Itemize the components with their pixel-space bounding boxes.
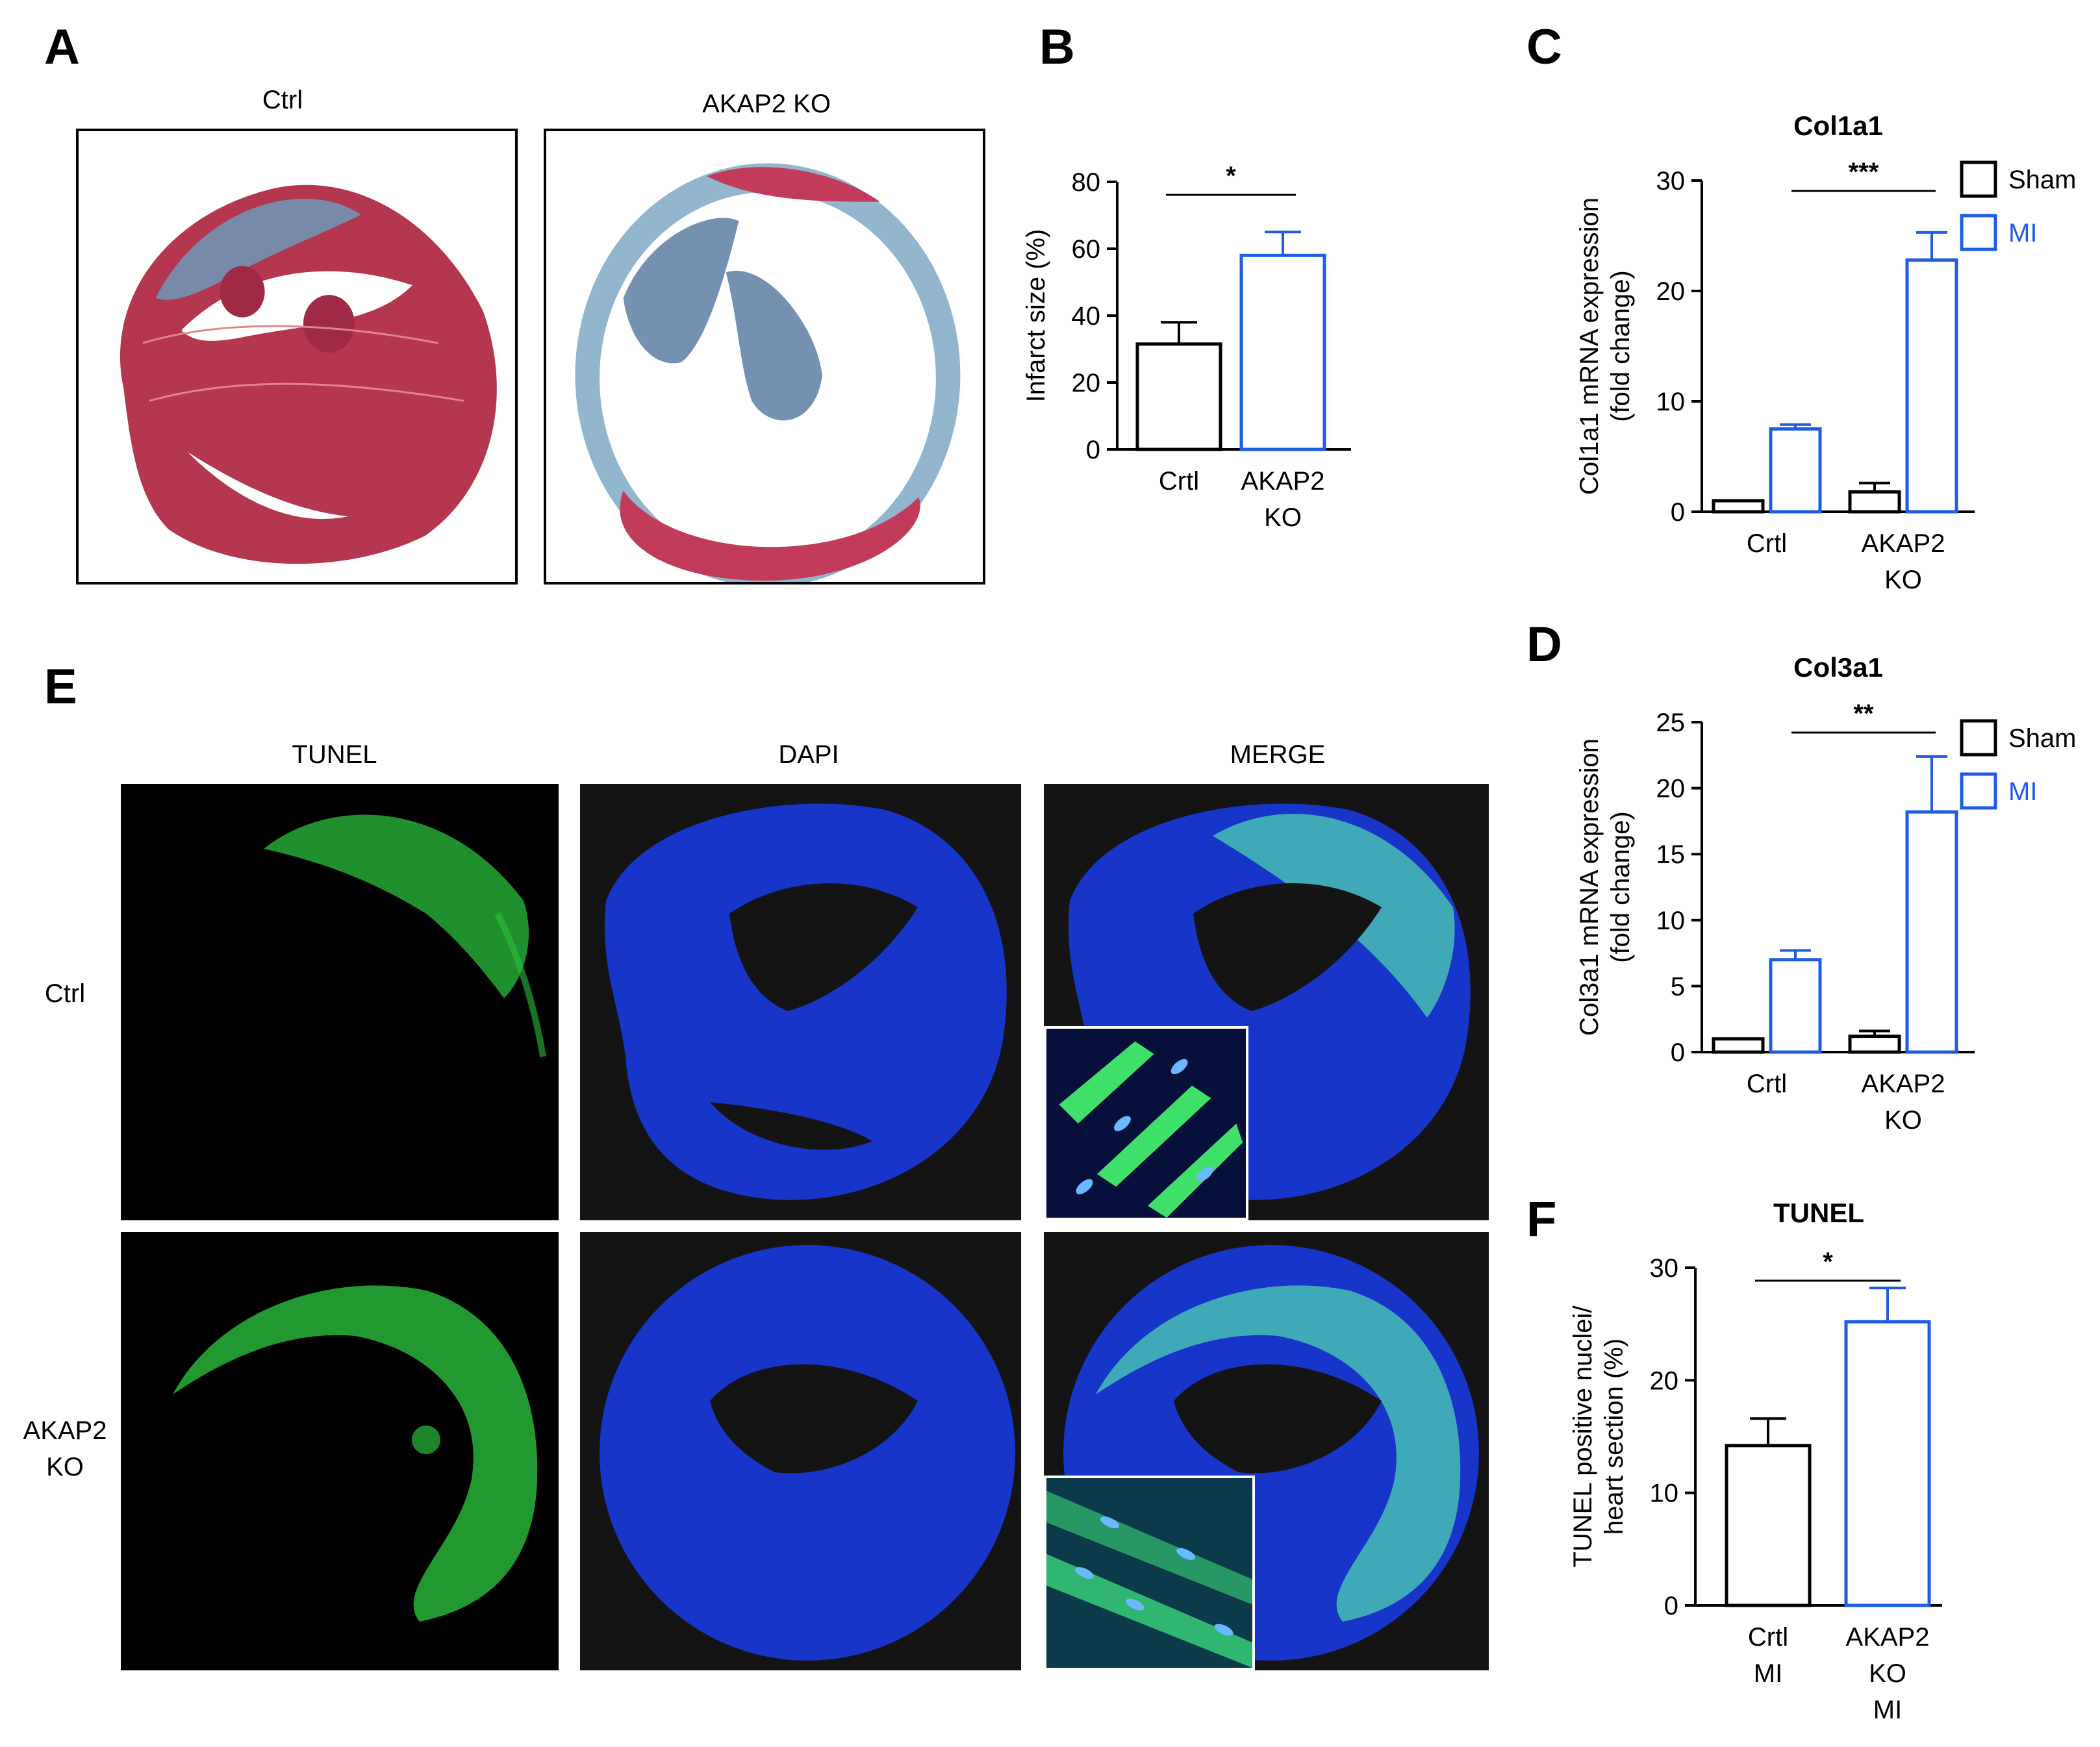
y-axis-label: TUNEL positive nuclei/ — [1569, 1305, 1597, 1568]
chart-col1a1: Col1a1 0 10 20 30 Col1a1 mRNA expression (fold… — [1513, 97, 2100, 617]
significance-marker: ** — [1853, 699, 1874, 728]
panel-label-c: C — [1526, 19, 1562, 75]
chart-title: Col3a1 — [1793, 652, 1883, 683]
y-tick-label: 20 — [1072, 369, 1101, 397]
x-tick-label: KO — [1869, 1659, 1906, 1688]
y-tick-label: 20 — [1656, 775, 1686, 803]
y-tick-label: 10 — [1656, 907, 1686, 935]
bar-sham — [1712, 1037, 1765, 1054]
legend-label-mi: MI — [2008, 219, 2037, 247]
y-tick-label: 10 — [1650, 1479, 1679, 1508]
y-tick-label: 0 — [1671, 498, 1685, 527]
x-tick-label: KO — [1884, 566, 1922, 594]
row-header-ctrl: Ctrl — [44, 979, 86, 1008]
legend-label-sham: Sham — [2008, 724, 2077, 753]
tunel-ko-image — [121, 1232, 559, 1670]
y-tick-label: 30 — [1650, 1254, 1679, 1283]
merge-ko-inset — [1044, 1476, 1255, 1670]
x-tick-label: AKAP2 — [1862, 1070, 1945, 1098]
bar — [1239, 253, 1326, 451]
y-axis-label: heart section (%) — [1600, 1339, 1628, 1535]
significance-marker: *** — [1849, 158, 1879, 186]
column-header-dapi: DAPI — [778, 740, 839, 769]
bar-sham — [1848, 1035, 1901, 1054]
panel-label-f: F — [1526, 1192, 1557, 1247]
histology-ko-image — [544, 129, 985, 584]
x-tick-label: Crtl — [1747, 1070, 1787, 1098]
x-tick-label: Crtl — [1159, 467, 1199, 496]
chart-title: Col1a1 — [1793, 110, 1883, 141]
dapi-ko-image — [580, 1232, 1021, 1670]
y-tick-label: 10 — [1656, 388, 1686, 416]
y-axis-label: (fold change) — [1606, 270, 1635, 421]
bar-mi — [1769, 427, 1822, 514]
merge-ctrl-inset — [1044, 1026, 1248, 1220]
dapi-ctrl-image — [580, 784, 1021, 1220]
bar — [1844, 1320, 1931, 1607]
y-tick-label: 80 — [1072, 168, 1101, 197]
x-tick-label: MI — [1873, 1696, 1902, 1724]
y-axis-label: Infarct size (%) — [1022, 229, 1050, 403]
x-tick-label: Crtl — [1748, 1623, 1788, 1652]
y-axis-label: Col1a1 mRNA expression — [1575, 197, 1604, 495]
legend-label-sham: Sham — [2008, 166, 2077, 194]
bar-mi — [1769, 958, 1822, 1054]
merge-ctrl-image — [1044, 784, 1489, 1220]
x-tick-label: KO — [1264, 503, 1302, 532]
panel-label-e: E — [44, 659, 77, 714]
significance-marker: * — [1823, 1248, 1833, 1276]
panel-label-a: A — [44, 19, 80, 75]
bar-sham — [1712, 499, 1765, 514]
y-tick-label: 0 — [1086, 436, 1100, 464]
y-axis-label: Col3a1 mRNA expression — [1575, 738, 1604, 1036]
x-tick-label: AKAP2 — [1862, 529, 1945, 558]
chart-tunel: TUNEL 0 10 20 30 TUNEL positive nuclei/heart … — [1513, 1169, 2100, 1747]
histology-ctrl-image — [76, 129, 518, 584]
y-tick-label: 5 — [1671, 972, 1685, 1001]
legend-swatch-sham — [1960, 160, 1997, 198]
y-tick-label: 40 — [1072, 302, 1101, 331]
significance-marker: * — [1226, 162, 1236, 190]
legend-swatch-mi — [1960, 214, 1997, 251]
legend-label-mi: MI — [2008, 777, 2037, 806]
chart-col3a1: Col3a1 0 5 10 15 20 25 Col3a1 mRNA expression (f… — [1513, 643, 2100, 1163]
y-tick-label: 30 — [1656, 167, 1686, 195]
column-header-merge: MERGE — [1230, 740, 1326, 769]
x-tick-label: AKAP2 — [1846, 1623, 1930, 1652]
x-tick-label: MI — [1754, 1659, 1782, 1688]
y-axis-label: (fold change) — [1606, 811, 1635, 962]
y-tick-label: 0 — [1671, 1038, 1685, 1067]
panel-label-d: D — [1526, 617, 1562, 672]
x-tick-label: AKAP2 — [1241, 467, 1325, 496]
y-tick-label: 15 — [1656, 840, 1686, 869]
merge-ko-image — [1044, 1232, 1489, 1670]
bar — [1135, 342, 1222, 451]
x-tick-label: Crtl — [1747, 529, 1787, 558]
bar-mi — [1905, 810, 1958, 1054]
histology-ko-label: AKAP2 KO — [702, 90, 831, 118]
bar — [1725, 1444, 1812, 1607]
legend-swatch-mi — [1960, 772, 1997, 810]
chart-infarct-size: 0 20 40 60 80 Infarct size (%) Crtl AKAP2 KO * — [1013, 117, 1377, 630]
x-tick-label: KO — [1884, 1106, 1922, 1135]
legend-swatch-sham — [1960, 719, 1997, 757]
row-header-ko: AKAP2 KO — [23, 1416, 107, 1481]
panel-label-b: B — [1039, 19, 1075, 75]
y-tick-label: 20 — [1650, 1366, 1679, 1395]
y-tick-label: 25 — [1656, 709, 1686, 737]
y-tick-label: 0 — [1664, 1592, 1678, 1620]
bar-mi — [1905, 258, 1958, 514]
chart-title: TUNEL — [1773, 1198, 1864, 1228]
column-header-tunel: TUNEL — [292, 740, 377, 769]
y-tick-label: 60 — [1072, 235, 1101, 264]
histology-ctrl-label: Ctrl — [262, 86, 303, 114]
bar-sham — [1848, 490, 1901, 514]
y-tick-label: 20 — [1656, 277, 1686, 306]
tunel-ctrl-image — [121, 784, 559, 1220]
